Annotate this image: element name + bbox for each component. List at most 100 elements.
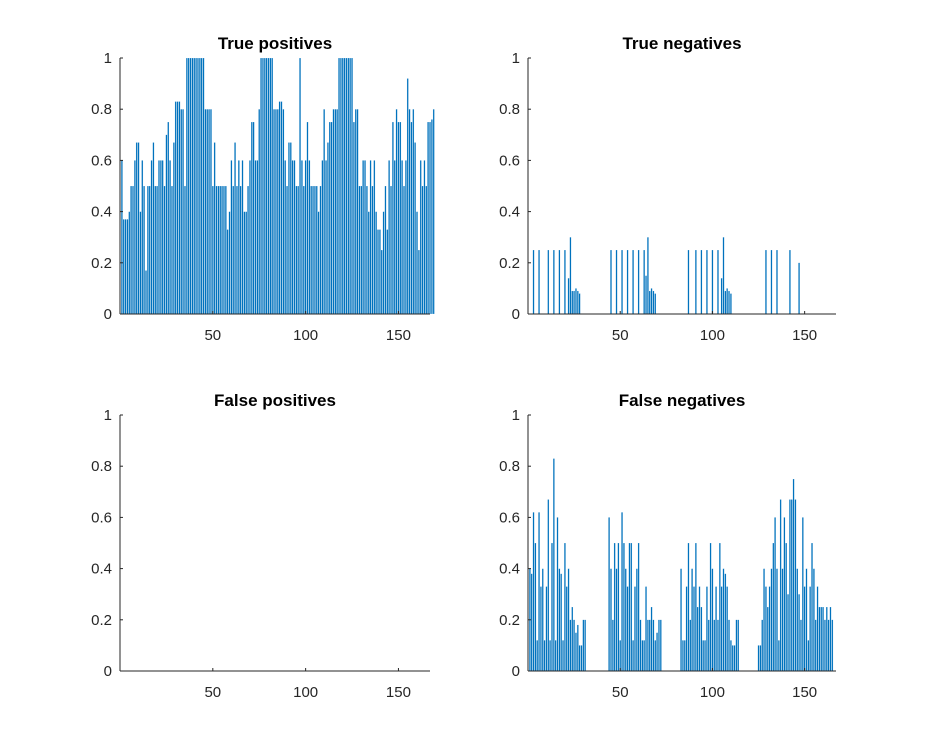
true-negatives-bar: [694, 249, 697, 315]
true-negatives-bar: [578, 293, 581, 315]
false-negatives-bar: [731, 645, 734, 672]
true-positives-bar: [347, 57, 350, 315]
true-positives-y-tick-label: 0: [104, 306, 112, 323]
false-negatives-bar: [801, 517, 804, 672]
false-negatives-bar: [554, 640, 557, 672]
true-negatives-bar: [538, 249, 540, 315]
true-positives-bar: [325, 160, 327, 315]
false-negatives-bar: [691, 568, 693, 672]
true-positives-bar: [195, 57, 197, 315]
true-negatives-bar: [700, 249, 703, 315]
false-negatives-bar: [611, 619, 614, 672]
true-positives-bar: [236, 185, 238, 315]
true-positives-bar: [167, 121, 170, 315]
true-positives-bar: [375, 211, 378, 315]
true-positives-bar: [152, 142, 155, 315]
false-negatives-bar: [624, 568, 627, 672]
false-negatives-bar: [558, 568, 561, 672]
true-positives-bar: [301, 160, 303, 315]
false-positives-y-tick-label: 0.6: [91, 509, 112, 526]
false-negatives-bar: [648, 619, 651, 672]
true-positives-bar: [271, 57, 274, 315]
true-positives-bar: [317, 211, 320, 315]
true-positives-bar: [412, 109, 415, 315]
true-positives-bar: [340, 57, 342, 315]
false-negatives-y-tick-label: 0.2: [499, 612, 520, 629]
false-negatives-bar: [711, 568, 714, 672]
true-positives-bar: [148, 185, 151, 315]
true-positives-y-tick-label: 0.2: [91, 255, 112, 272]
true-positives-bar: [302, 185, 305, 315]
false-negatives-bar: [783, 517, 786, 672]
false-negatives-bar: [694, 542, 697, 672]
false-negatives-bar: [759, 645, 762, 672]
false-negatives-bar: [735, 619, 738, 672]
true-positives-bar: [156, 185, 158, 315]
true-positives-bar: [180, 109, 183, 315]
true-positives-bar: [161, 160, 164, 315]
false-negatives-bar: [547, 499, 550, 672]
true-positives-bar: [224, 185, 227, 315]
false-negatives-bar: [777, 640, 780, 672]
true-negatives-bar: [789, 249, 791, 315]
true-negatives-y-tick-label: 0.8: [499, 101, 520, 118]
false-negatives-bar: [792, 478, 795, 672]
true-negatives-bar: [645, 275, 647, 315]
false-negatives-bar: [737, 619, 740, 672]
true-positives-bar: [286, 185, 288, 315]
true-negatives-bar: [706, 249, 708, 315]
true-positives-bar: [206, 109, 209, 315]
true-positives-bar: [132, 185, 134, 315]
true-positives-bar: [380, 249, 383, 315]
false-negatives-bar: [724, 573, 727, 672]
true-positives-bar: [327, 142, 329, 315]
true-positives-bar: [405, 160, 407, 315]
false-negatives-bar: [772, 542, 775, 672]
false-negatives-bar: [564, 542, 566, 672]
false-positives-y-tick-label: 1: [104, 407, 112, 424]
true-positives-bar: [349, 57, 352, 315]
false-negatives-bar: [549, 640, 551, 672]
true-positives-bar: [427, 121, 429, 315]
false-negatives-bar: [628, 542, 631, 672]
true-positives-bar: [369, 160, 372, 315]
true-negatives-bar: [575, 288, 577, 315]
true-positives-bar: [124, 219, 127, 315]
true-negatives-bar: [643, 249, 646, 315]
true-positives-bar: [172, 142, 175, 315]
false-negatives-bar: [621, 512, 623, 672]
true-positives-bar: [258, 109, 261, 315]
true-positives-bar: [351, 57, 353, 315]
true-positives-bar: [239, 185, 242, 315]
false-negatives-bar: [560, 573, 563, 672]
false-negatives-bar: [689, 619, 692, 672]
true-negatives-bar: [573, 290, 575, 315]
false-negatives-bar: [582, 619, 585, 672]
true-positives-bar: [336, 109, 339, 315]
true-positives-bar: [260, 57, 262, 315]
false-negatives-bar: [827, 619, 830, 672]
true-negatives-y-tick-label: 0.4: [499, 204, 520, 221]
true-positives-bar: [314, 185, 316, 315]
false-negatives-bar: [803, 586, 806, 672]
true-positives-bar: [247, 185, 249, 315]
true-positives-bar: [243, 211, 246, 315]
false-negatives-bar: [726, 586, 729, 672]
true-positives-bar: [163, 185, 166, 315]
true-negatives-y-tick-label: 1: [512, 50, 520, 67]
true-positives-bar: [200, 57, 203, 315]
false-negatives-bar: [698, 586, 701, 672]
true-negatives-bar: [532, 249, 535, 315]
false-negatives-bar: [765, 586, 767, 672]
false-negatives-bar: [645, 586, 647, 672]
true-negatives-bar: [798, 262, 800, 315]
true-positives-bar: [373, 160, 376, 315]
false-negatives-bar: [658, 619, 660, 672]
true-positives-bar: [293, 160, 296, 315]
false-positives-title: False positives: [214, 391, 336, 410]
true-positives-bar: [284, 160, 287, 315]
true-positives-bar: [395, 109, 398, 315]
true-positives-bar: [364, 160, 366, 315]
true-positives-y-tick-label: 0.6: [91, 152, 112, 169]
true-positives-bar: [312, 185, 314, 315]
